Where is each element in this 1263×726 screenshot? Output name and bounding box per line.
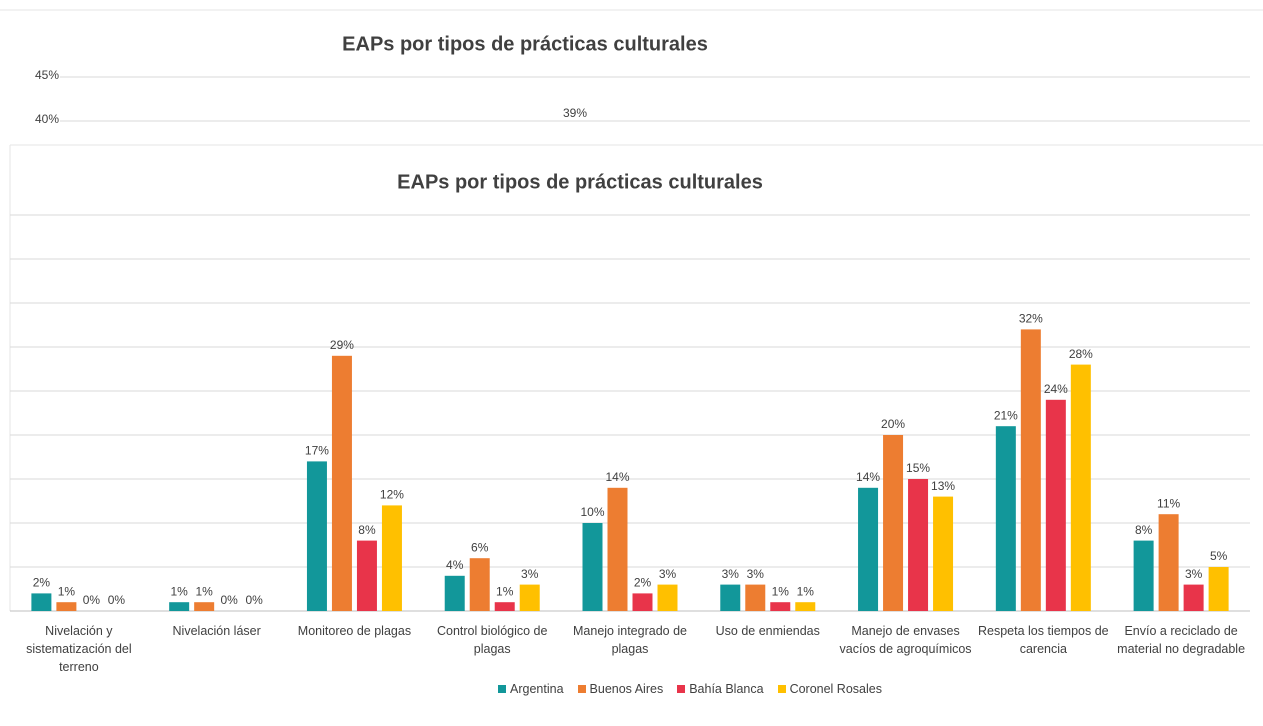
legend-item: Bahía Blanca (677, 682, 764, 696)
bar (444, 575, 465, 611)
chart-title: EAPs por tipos de prácticas culturales (397, 171, 763, 193)
bar (1070, 364, 1091, 611)
bar (1020, 329, 1041, 611)
bar (1208, 567, 1229, 611)
data-label: 3% (521, 567, 539, 581)
bar (356, 540, 377, 611)
bar (720, 584, 741, 611)
data-label: 3% (1185, 567, 1203, 581)
x-tick-label: Uso de enmiendas (715, 624, 820, 638)
legend-swatch (577, 685, 586, 693)
data-label: 28% (1069, 347, 1093, 361)
legend-label: Coronel Rosales (789, 682, 882, 696)
bar (1133, 540, 1154, 611)
legend: Argentina Buenos Aires Bahía Blanca Coronel… (0, 682, 1263, 696)
data-label: 32% (1019, 312, 1043, 326)
data-label: 0% (83, 593, 101, 607)
bar (1183, 584, 1204, 611)
data-label: 0% (245, 593, 263, 607)
data-label: 1% (797, 584, 815, 598)
data-label: 8% (1135, 523, 1153, 537)
bar (1045, 399, 1066, 611)
data-label: 4% (446, 558, 464, 572)
bar (306, 461, 327, 611)
data-label: 8% (358, 523, 376, 537)
x-tick-label: Monitoreo de plagas (297, 624, 412, 638)
data-label: 10% (580, 505, 604, 519)
data-label: 1% (170, 584, 188, 598)
legend-item: Coronel Rosales (777, 682, 882, 696)
bar (858, 487, 879, 611)
bar (657, 584, 678, 611)
bar (995, 426, 1016, 611)
data-label: 14% (856, 470, 880, 484)
legend-item: Argentina (498, 682, 564, 696)
data-label: 12% (380, 488, 404, 502)
data-label: 3% (747, 567, 765, 581)
bar (795, 602, 816, 611)
x-tick-label: Envío a reciclado de material no degrada… (1117, 624, 1246, 656)
data-label: 1% (195, 584, 213, 598)
data-label: 0% (220, 593, 238, 607)
data-label: 6% (471, 540, 489, 554)
back-chart: EAPs por tipos de prácticas culturales 45… (35, 33, 1250, 126)
data-label: 0% (108, 593, 126, 607)
y-tick-label: 45% (35, 68, 59, 82)
bar (582, 523, 603, 611)
x-tick-label: Nivelación láser (172, 624, 261, 638)
x-tick-label: Control biológico de plagas (436, 624, 548, 656)
data-label: 20% (881, 417, 905, 431)
legend-item: Buenos Aires (577, 682, 664, 696)
bar (519, 584, 540, 611)
y-tick-label: 40% (35, 112, 59, 126)
legend-label: Argentina (510, 682, 564, 696)
bar (883, 435, 904, 611)
bar (31, 593, 52, 611)
data-label: 3% (659, 567, 677, 581)
data-label: 1% (58, 584, 76, 598)
bar (632, 593, 653, 611)
annotation: 39% (563, 106, 587, 120)
data-label: 29% (330, 338, 354, 352)
front-chart: EAPs por tipos de prácticas culturales 2%… (10, 171, 1250, 612)
data-label: 2% (634, 576, 652, 590)
bar (745, 584, 766, 611)
data-label: 24% (1044, 382, 1068, 396)
x-tick-label: Manejo integrado de plagas (573, 624, 687, 656)
data-label: 2% (33, 576, 51, 590)
legend-swatch (677, 685, 686, 693)
bar (908, 479, 929, 611)
legend-swatch (498, 685, 507, 693)
bar (169, 602, 190, 611)
data-label: 5% (1210, 549, 1228, 563)
data-label: 17% (305, 444, 329, 458)
data-label: 1% (496, 584, 514, 598)
x-tick-label: Respeta los tiempos de carencia (978, 624, 1109, 656)
legend-label: Bahía Blanca (689, 682, 764, 696)
data-label: 14% (605, 470, 629, 484)
legend-label: Buenos Aires (589, 682, 664, 696)
bar (1158, 514, 1179, 611)
chart-title: EAPs por tipos de prácticas culturales (342, 33, 708, 55)
bar (56, 602, 77, 611)
data-label: 21% (994, 408, 1018, 422)
x-tick-label: Manejo de envases vacíos de agroquímicos (839, 624, 972, 656)
legend-swatch (777, 685, 786, 693)
bar (194, 602, 215, 611)
bar (469, 558, 490, 611)
bar (331, 355, 352, 611)
data-label: 11% (1157, 496, 1180, 510)
data-label: 1% (772, 584, 790, 598)
data-label: 13% (931, 479, 955, 493)
bar (494, 602, 515, 611)
x-tick-label: Nivelación y sistematización del terreno (26, 624, 132, 674)
bar (381, 505, 402, 611)
bar (770, 602, 791, 611)
bar (933, 496, 954, 611)
data-label: 15% (906, 461, 930, 475)
bar (607, 487, 628, 611)
data-label: 3% (722, 567, 740, 581)
